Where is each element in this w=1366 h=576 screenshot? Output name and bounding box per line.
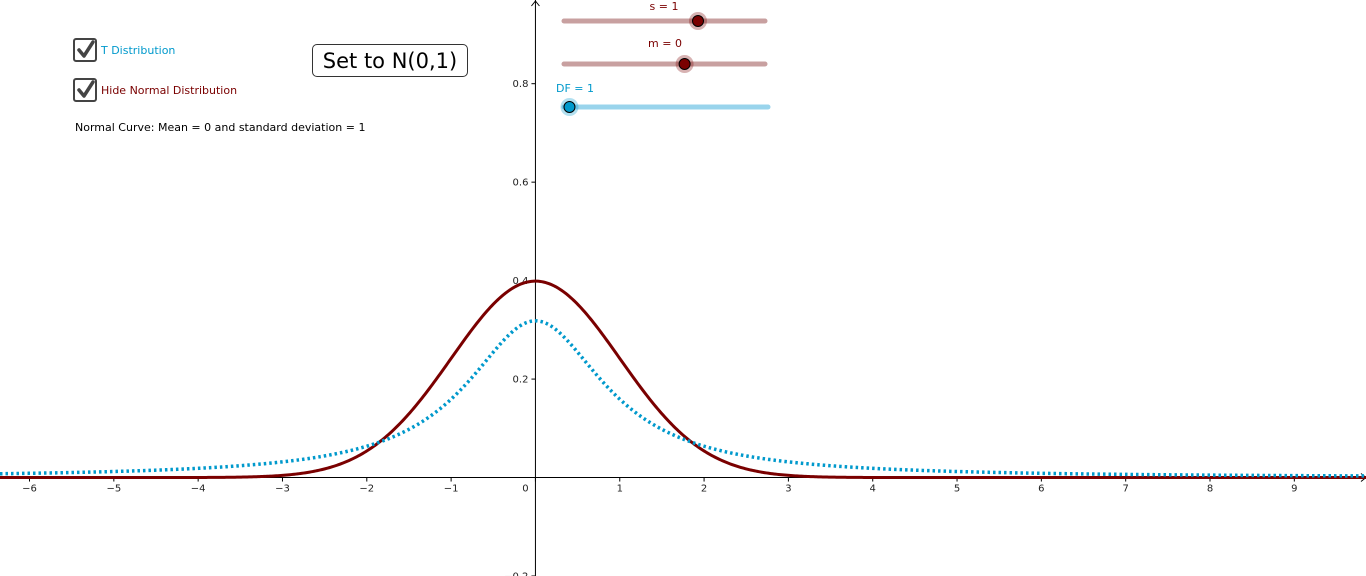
x-tick-label: −5 bbox=[106, 484, 121, 495]
y-tick-label: −0.2 bbox=[504, 572, 528, 576]
slider-m[interactable] bbox=[561, 55, 768, 73]
x-tick-label: 4 bbox=[870, 484, 876, 495]
t-distribution-label: T Distribution bbox=[101, 43, 176, 57]
y-tick-label: 0.8 bbox=[513, 79, 529, 90]
x-tick-label: 0 bbox=[522, 484, 528, 495]
slider-m-label: m = 0 bbox=[648, 37, 682, 50]
checkmark-icon bbox=[77, 40, 95, 58]
set-to-n01-button[interactable]: Set to N(0,1) bbox=[312, 44, 468, 77]
y-axis-arrow-icon bbox=[531, 0, 540, 7]
slider-knob[interactable] bbox=[678, 58, 691, 70]
x-tick-label: 1 bbox=[617, 484, 623, 495]
x-tick-label: −4 bbox=[191, 484, 206, 495]
x-tick-label: −3 bbox=[275, 484, 290, 495]
y-tick-label: 0.6 bbox=[513, 178, 529, 189]
hide-normal-label: Hide Normal Distribution bbox=[101, 83, 238, 97]
x-tick-label: −1 bbox=[444, 484, 459, 495]
axis-ticks: −6 −5 −4 −3 −2 −1 0 1 2 3 4 5 6 7 8 9 −0.2 0.2 0.4 0.6 0.8 bbox=[22, 79, 1298, 576]
y-tick-label: 0.2 bbox=[513, 375, 529, 386]
curves bbox=[0, 279, 1366, 480]
t-curve bbox=[0, 319, 1366, 478]
slider-s[interactable] bbox=[561, 12, 768, 30]
x-tick-label: 6 bbox=[1038, 484, 1044, 495]
t-distribution-checkbox[interactable] bbox=[73, 38, 97, 62]
hide-normal-checkbox[interactable] bbox=[73, 78, 97, 102]
y-tick-label: 0.4 bbox=[513, 276, 529, 287]
x-tick-label: 5 bbox=[954, 484, 960, 495]
slider-knob[interactable] bbox=[563, 101, 576, 113]
x-tick-label: 7 bbox=[1122, 484, 1128, 495]
x-tick-label: −6 bbox=[22, 484, 37, 495]
t-distribution-checkbox-row[interactable]: T Distribution bbox=[73, 38, 175, 62]
x-tick-label: 2 bbox=[701, 484, 707, 495]
x-tick-label: 3 bbox=[785, 484, 791, 495]
x-tick-label: −2 bbox=[359, 484, 374, 495]
x-tick-label: 8 bbox=[1207, 484, 1213, 495]
slider-df[interactable] bbox=[560, 98, 771, 116]
hide-normal-checkbox-row[interactable]: Hide Normal Distribution bbox=[73, 78, 237, 102]
normal-curve bbox=[0, 279, 1366, 480]
checkmark-icon bbox=[77, 80, 95, 98]
slider-knob[interactable] bbox=[692, 15, 704, 27]
normal-curve-info-text: Normal Curve: Mean = 0 and standard devi… bbox=[75, 121, 366, 134]
slider-df-label: DF = 1 bbox=[555, 82, 594, 95]
x-tick-label: 9 bbox=[1291, 484, 1297, 495]
slider-s-label: s = 1 bbox=[649, 0, 679, 13]
